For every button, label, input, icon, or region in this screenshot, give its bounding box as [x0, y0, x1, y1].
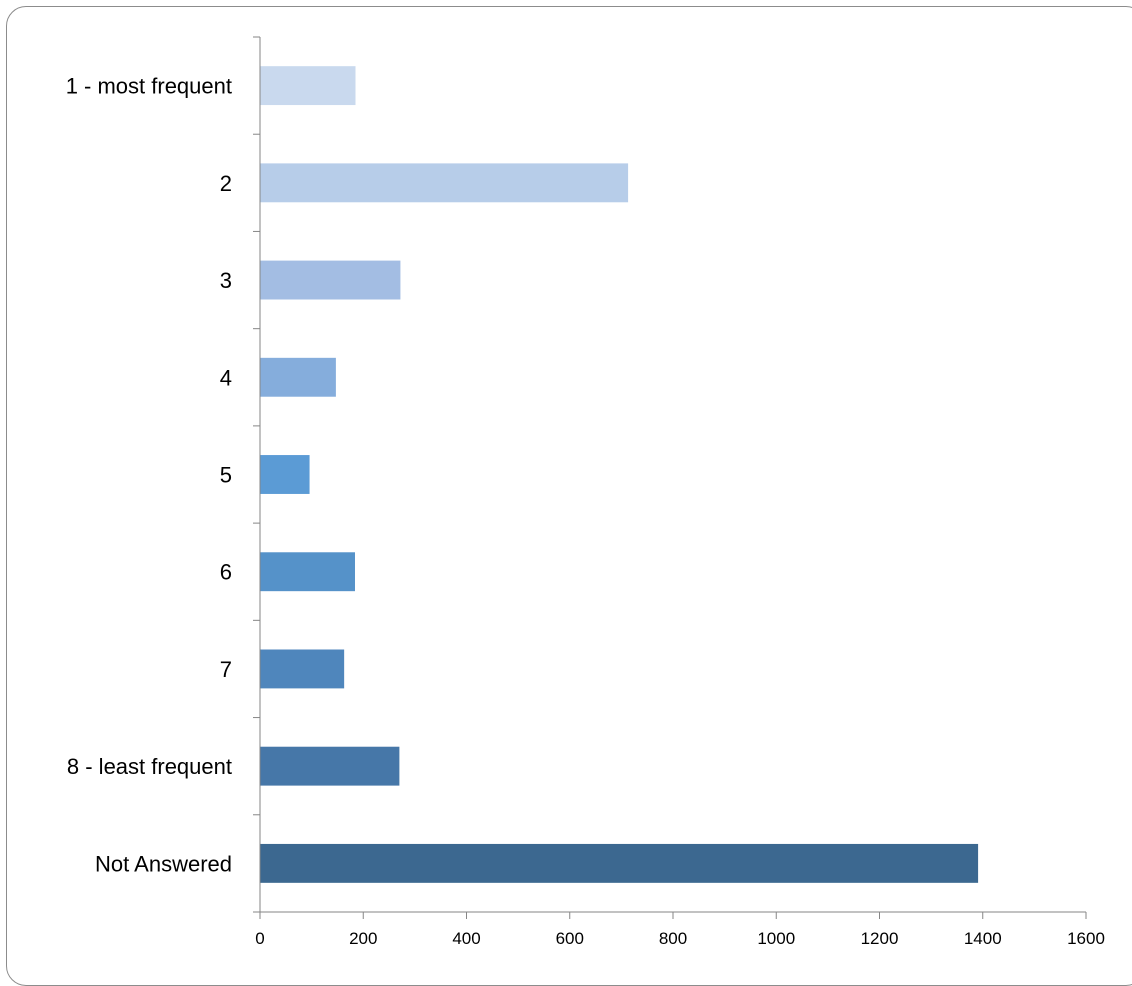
bar-9	[260, 843, 979, 883]
x-tick-label: 200	[349, 929, 377, 948]
category-label: 7	[220, 657, 232, 682]
x-tick-label: 1000	[757, 929, 795, 948]
category-label: 5	[220, 463, 232, 488]
x-tick-label: 1600	[1067, 929, 1105, 948]
category-label: Not Answered	[95, 851, 232, 876]
bar-3	[260, 260, 401, 300]
x-tick-label: 600	[556, 929, 584, 948]
bar-1	[260, 66, 356, 106]
x-tick-label: 0	[255, 929, 264, 948]
category-label: 4	[220, 365, 232, 390]
bars-layer	[260, 66, 979, 883]
labels-layer: 1 - most frequent 2 3 4 5 6 7 8 - least frequen…	[66, 74, 1105, 948]
category-label: 6	[220, 560, 232, 585]
category-label: 8 - least frequent	[67, 754, 232, 779]
bar-4	[260, 357, 336, 397]
category-label: 3	[220, 268, 232, 293]
x-tick-label: 1400	[964, 929, 1002, 948]
bar-8	[260, 746, 400, 786]
bar-7	[260, 649, 345, 689]
x-tick-label: 1200	[861, 929, 899, 948]
bar-5	[260, 455, 310, 494]
x-tick-label: 400	[452, 929, 480, 948]
category-label: 1 - most frequent	[66, 74, 232, 99]
x-tick-label: 800	[659, 929, 687, 948]
category-label: 2	[220, 171, 232, 196]
bar-2	[260, 163, 629, 203]
axes-layer	[253, 36, 1087, 919]
bar-6	[260, 552, 355, 592]
